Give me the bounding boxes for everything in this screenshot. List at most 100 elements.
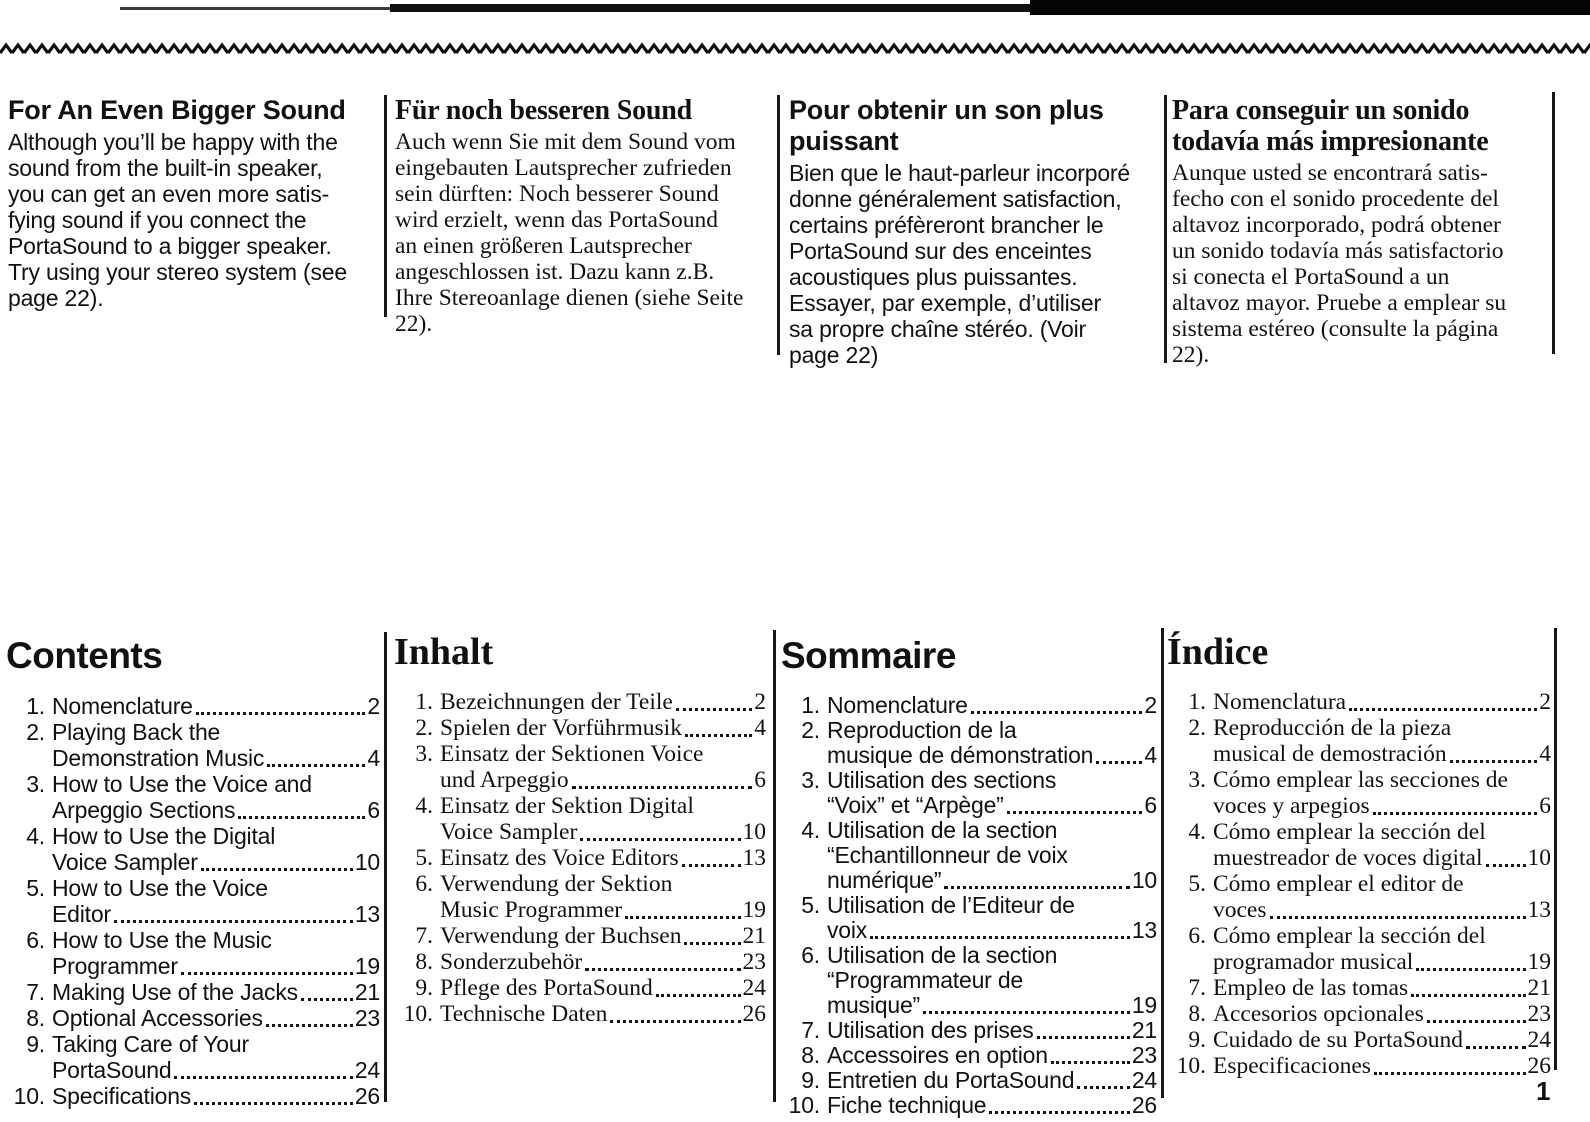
toc-dot-leader <box>684 942 741 945</box>
toc-list: 1. Nomenclature 2 2. Playing Back the Demonst… <box>6 693 381 1109</box>
toc-item-number: 4. <box>415 793 433 819</box>
toc-dot-leader <box>1449 760 1538 763</box>
toc-page-number: 21 <box>1131 1017 1157 1043</box>
toc-list: 1. Nomenclatura 2 2. Reproducción de la piez… <box>1167 689 1551 1079</box>
toc-dot-leader <box>989 1111 1130 1114</box>
toc-line: Arpeggio Sections 6 <box>52 797 380 823</box>
toc-page-number: 13 <box>742 845 767 871</box>
toc-page-number: 19 <box>742 897 767 923</box>
toc-line: Voice Sampler 10 <box>440 819 766 845</box>
toc-item: 9. Pflege des PortaSound 24 <box>394 975 766 1001</box>
toc-item-number: 9. <box>415 975 433 1001</box>
toc-entry-text: Voice Sampler <box>440 819 578 845</box>
article-heading-german: Für noch besseren Sound <box>395 95 693 126</box>
toc-line: Verwendung der Buchsen 21 <box>440 923 766 949</box>
toc-item-body: Specifications 26 <box>52 1083 380 1109</box>
toc-item-number: 2. <box>415 715 433 741</box>
toc-item: 2. Playing Back the Demonstration Music 4 <box>6 719 380 771</box>
toc-line: Especificaciones 26 <box>1213 1053 1551 1079</box>
toc-entry-text: Einsatz der Sektionen Voice <box>440 741 704 767</box>
toc-line: Utilisation des prises 21 <box>827 1018 1157 1043</box>
toc-item: 2. Reproduction de la musique de démonstra… <box>781 718 1157 768</box>
toc-entry-text: voces y arpegios <box>1213 793 1370 819</box>
toc-line: numérique” 10 <box>827 868 1157 893</box>
toc-entry-text: Spielen der Vorführmusik <box>440 715 682 741</box>
toc-line: Programmer 19 <box>52 953 380 979</box>
article-french: Pour obtenir un son plus puissant Bien q… <box>789 95 1161 368</box>
toc-item: 3. Cómo emplear las secciones de voces y a… <box>1167 767 1551 819</box>
toc-line: “Programmateur de <box>827 968 1157 993</box>
toc-item: 2. Reproducción de la pieza musical de dem… <box>1167 715 1551 767</box>
toc-page-number: 13 <box>1131 917 1157 943</box>
toc-item: 10. Specifications 26 <box>6 1083 381 1109</box>
toc-column-divider-1 <box>384 632 387 1102</box>
toc-page-number: 21 <box>354 979 380 1005</box>
toc-item: 3. Utilisation des sections “Voix” et “Arp… <box>781 768 1157 818</box>
toc-entry-text: Reproduction de la <box>827 717 1017 743</box>
toc-dot-leader <box>238 816 366 819</box>
toc-page-number: 26 <box>1131 1092 1157 1118</box>
toc-title-english: Contents <box>6 635 163 676</box>
toc-line: Utilisation de l’Editeur de <box>827 893 1157 918</box>
toc-line: Bezeichnungen der Teile 2 <box>440 689 766 715</box>
toc-entry-text: Editor <box>52 901 111 927</box>
toc-item-number: 1. <box>415 689 433 715</box>
toc-item-number: 7. <box>415 923 433 949</box>
toc-entry-text: musique de démonstration <box>827 742 1094 768</box>
toc-item-body: Entretien du PortaSound 24 <box>827 1068 1157 1093</box>
toc-list: 1. Nomenclature 2 2. Reproduction de la musiq… <box>781 693 1158 1118</box>
toc-page-number: 2 <box>1539 689 1551 715</box>
article-body-french: Bien que le haut-parleur incorporé donne… <box>789 160 1130 368</box>
toc-entry-text: How to Use the Voice and <box>52 771 312 797</box>
toc-line: Utilisation de la section <box>827 943 1157 968</box>
toc-dot-leader <box>300 998 353 1001</box>
toc-dot-leader <box>1006 811 1143 814</box>
toc-item-body: How to Use the Music Programmer 19 <box>52 927 380 979</box>
toc-item-body: Accesorios opcionales 23 <box>1213 1001 1551 1027</box>
toc-item-body: Cómo emplear las secciones de voces y arp… <box>1213 767 1551 819</box>
toc-item: 6. How to Use the Music Programmer 19 <box>6 927 380 979</box>
toc-title-spanish: Índice <box>1167 631 1269 673</box>
toc-page-number: 10 <box>1527 845 1552 871</box>
toc-item: 1. Nomenclature 2 <box>6 693 380 719</box>
toc-dot-leader <box>681 864 741 867</box>
toc-line: Spielen der Vorführmusik 4 <box>440 715 766 741</box>
toc-entry-text: Taking Care of Your <box>52 1031 249 1057</box>
toc-line: Cómo emplear las secciones de <box>1213 767 1551 793</box>
toc-item-number: 10. <box>1176 1053 1206 1079</box>
toc-item-number: 5. <box>26 875 45 901</box>
toc-page-number: 4 <box>754 715 766 741</box>
toc-dot-leader <box>944 886 1130 889</box>
toc-entry-text: How to Use the Digital <box>52 823 276 849</box>
toc-page-number: 26 <box>742 1001 767 1027</box>
toc-entry-text: Voice Sampler <box>52 849 198 875</box>
toc-dot-leader <box>1096 761 1143 764</box>
toc-dot-leader <box>571 786 753 789</box>
toc-entry-text: How to Use the Voice <box>52 875 268 901</box>
toc-line: “Echantillonneur de voix <box>827 843 1157 868</box>
toc-item: 4. How to Use the Digital Voice Sampler 10 <box>6 823 380 875</box>
intro-right-border-rule <box>1552 92 1555 354</box>
toc-entry-text: PortaSound <box>52 1057 172 1083</box>
toc-item-body: Pflege des PortaSound 24 <box>440 975 766 1001</box>
toc-item-body: Technische Daten 26 <box>440 1001 766 1027</box>
toc-dot-leader <box>655 994 741 997</box>
toc-item-body: Einsatz des Voice Editors 13 <box>440 845 766 871</box>
toc-page-number: 4 <box>367 745 380 771</box>
toc-entry-text: muestreador de voces digital <box>1213 845 1483 871</box>
toc-line: “Voix” et “Arpège” 6 <box>827 793 1157 818</box>
toc-line: Nomenclature 2 <box>827 693 1157 718</box>
toc-item-body: Nomenclature 2 <box>52 693 380 719</box>
toc-page-number: 4 <box>1539 741 1551 767</box>
toc-item: 3. How to Use the Voice and Arpeggio Secti… <box>6 771 380 823</box>
toc-page-number: 19 <box>354 953 380 979</box>
toc-item-body: Especificaciones 26 <box>1213 1053 1551 1079</box>
toc-item-number: 5. <box>415 845 433 871</box>
toc-page-number: 6 <box>1539 793 1551 819</box>
toc-line: Music Programmer 19 <box>440 897 766 923</box>
article-body-german: Auch wenn Sie mit dem Sound vom eingebau… <box>395 129 744 337</box>
toc-item: 4. Cómo emplear la sección del muestreador… <box>1167 819 1551 871</box>
toc-entry-text: Utilisation de la section <box>827 942 1058 968</box>
toc-entry-text: Reproducción de la pieza <box>1213 715 1452 741</box>
toc-line: Nomenclatura 2 <box>1213 689 1551 715</box>
